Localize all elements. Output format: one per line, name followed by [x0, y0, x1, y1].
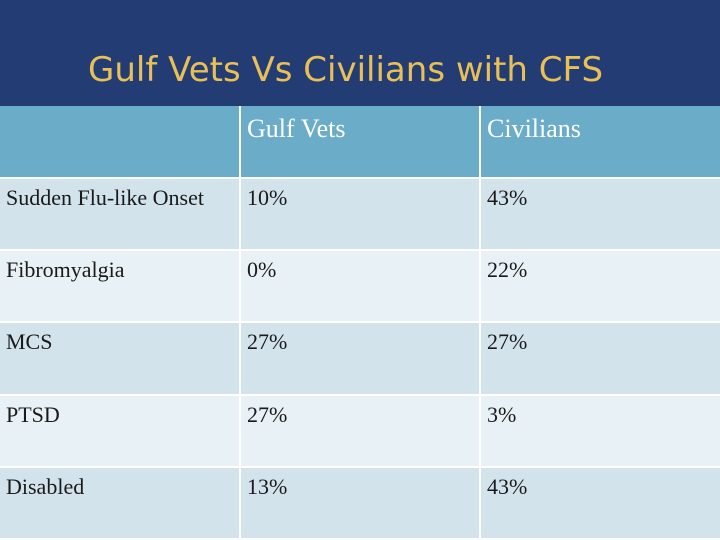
gulf-vets-value: 13%: [240, 466, 481, 540]
civilians-value: 43%: [480, 466, 720, 540]
table-row: Fibromyalgia 0% 22%: [0, 250, 720, 324]
row-label: Sudden Flu-like Onset: [0, 178, 241, 252]
table-row: Disabled 13% 43%: [0, 466, 720, 540]
civilians-value: 43%: [480, 178, 720, 252]
gulf-vets-value: 27%: [240, 322, 481, 396]
comparison-table: Gulf Vets Civilians Sudden Flu-like Onse…: [0, 106, 720, 540]
civilians-value: 22%: [480, 250, 720, 324]
row-label: Disabled: [0, 466, 241, 540]
civilians-value: 3%: [480, 394, 720, 468]
table-row: MCS 27% 27%: [0, 322, 720, 396]
column-header-civilians: Civilians: [480, 106, 720, 179]
gulf-vets-value: 10%: [240, 178, 481, 252]
gulf-vets-value: 27%: [240, 394, 481, 468]
table-header-row: Gulf Vets Civilians: [0, 106, 720, 179]
title-banner: Gulf Vets Vs Civilians with CFS: [0, 0, 720, 106]
civilians-value: 27%: [480, 322, 720, 396]
gulf-vets-value: 0%: [240, 250, 481, 324]
table-row: PTSD 27% 3%: [0, 394, 720, 468]
row-label: Fibromyalgia: [0, 250, 241, 324]
row-label: PTSD: [0, 394, 241, 468]
table-row: Sudden Flu-like Onset 10% 43%: [0, 178, 720, 252]
column-header-gulf-vets: Gulf Vets: [240, 106, 481, 179]
column-header-empty: [0, 106, 241, 179]
slide-title: Gulf Vets Vs Civilians with CFS: [88, 50, 604, 90]
row-label: MCS: [0, 322, 241, 396]
